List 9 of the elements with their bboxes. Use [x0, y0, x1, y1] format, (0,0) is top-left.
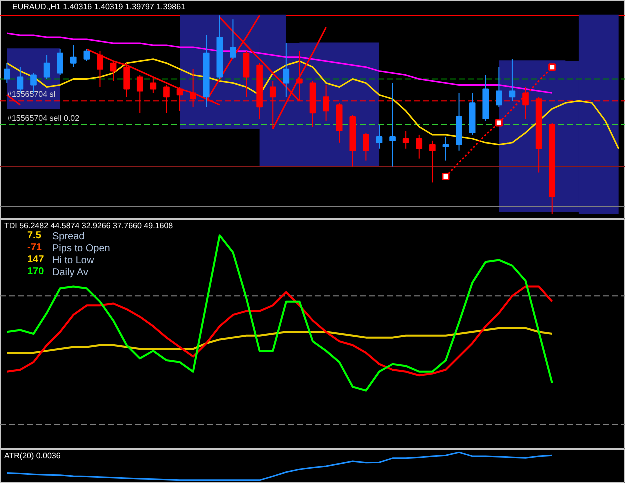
- ref-line-label: #15565704 sl: [8, 90, 56, 100]
- annotation: 147 Hi to Low: [28, 254, 95, 266]
- annotation: -71 Pips to Open: [28, 242, 110, 254]
- annotation: 7.5 Spread: [28, 230, 85, 242]
- annotation: 170 Daily Av: [28, 266, 88, 278]
- chart-title: TDI 56.2482 44.5874 32.9266 37.7660 49.1608: [4, 222, 174, 230]
- ref-line-label: #15565704 sell 0.02: [8, 114, 80, 124]
- chart-title: ATR(20) 0.0036: [4, 452, 62, 460]
- chart-title: EURAUD.,H1 1.40316 1.40319 1.39797 1.39861: [12, 2, 186, 12]
